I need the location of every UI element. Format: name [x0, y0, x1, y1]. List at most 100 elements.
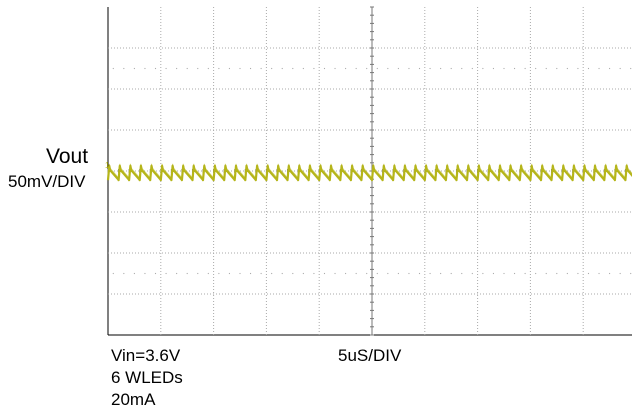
graticule-dot [440, 272, 442, 275]
graticule-dot [503, 67, 505, 70]
graticule-dot [186, 67, 188, 70]
graticule-dot [556, 67, 558, 70]
graticule-dot [228, 272, 231, 275]
graticule-dot [387, 272, 389, 275]
graticule-dot [535, 272, 537, 275]
graticule-dot [176, 67, 178, 70]
graticule-dot [471, 272, 473, 275]
vout-ripple-noise [107, 163, 632, 179]
graticule-dot [556, 272, 558, 275]
graticule-dot [133, 67, 135, 70]
graticule-dot [249, 272, 252, 275]
graticule-dot [218, 67, 220, 70]
graticule-dot [355, 67, 357, 70]
graticule-dot [545, 67, 547, 70]
graticule-dot [471, 67, 473, 70]
graticule-dot [429, 67, 431, 70]
graticule-dot [418, 272, 421, 275]
graticule-dot [239, 67, 241, 70]
graticule-dot [440, 67, 442, 70]
condition-current-label: 20mA [111, 390, 156, 409]
condition-leds-label: 6 WLEDs [111, 368, 183, 387]
graticule-dot [587, 67, 590, 70]
graticule-dot [260, 272, 262, 275]
graticule-dot [249, 67, 252, 70]
graticule-dot [492, 67, 495, 70]
graticule-dot [218, 272, 220, 275]
graticule-dot [366, 67, 368, 70]
graticule-dot [566, 67, 568, 70]
graticule-dot [619, 272, 621, 275]
graticule-dot [450, 67, 452, 70]
graticule-dot [461, 67, 463, 70]
graticule-dot [482, 272, 484, 275]
graticule-dot [545, 272, 547, 275]
graticule-dot [197, 67, 199, 70]
graticule-dot [112, 272, 114, 275]
graticule-dot [133, 272, 135, 275]
graticule-dot [197, 272, 199, 275]
graticule-dot [366, 272, 368, 275]
graticule-dot [609, 272, 611, 275]
graticule-dot [302, 272, 304, 275]
graticule-dot [566, 272, 568, 275]
graticule-dot [313, 67, 315, 70]
graticule-dot [292, 272, 294, 275]
graticule-dot [313, 272, 315, 275]
graticule-dot [577, 67, 579, 70]
graticule-dot [207, 272, 209, 275]
graticule-dot [176, 272, 178, 275]
channel-scale-label: 50mV/DIV [8, 172, 86, 191]
graticule-dot [598, 272, 600, 275]
graticule-dot [524, 272, 526, 275]
graticule-dot [429, 272, 431, 275]
graticule-dot [165, 272, 167, 275]
graticule-dot [323, 272, 326, 275]
graticule-dot [619, 67, 621, 70]
graticule-dot [154, 272, 157, 275]
graticule-dot [345, 272, 347, 275]
graticule-dot [165, 67, 167, 70]
graticule-dot [207, 67, 209, 70]
vout-trace [106, 163, 632, 182]
graticule-dot [461, 272, 463, 275]
graticule-dot [123, 67, 125, 70]
graticule-dot [355, 272, 357, 275]
graticule-dot [513, 272, 516, 275]
graticule-dot [513, 67, 516, 70]
graticule-dot [323, 67, 326, 70]
graticule-dot [292, 67, 294, 70]
graticule-dot [524, 67, 526, 70]
graticule-dot [408, 272, 410, 275]
graticule-dot [271, 67, 273, 70]
graticule-dot [271, 272, 273, 275]
graticule-dot [260, 67, 262, 70]
graticule-dot [408, 67, 410, 70]
graticule-dot [334, 272, 336, 275]
graticule-dot [345, 67, 347, 70]
graticule-dot [587, 272, 590, 275]
graticule-dot [535, 67, 537, 70]
graticule-dot [228, 67, 231, 70]
graticule-dot [630, 67, 632, 70]
condition-vin-label: Vin=3.6V [111, 346, 181, 365]
graticule-dot [112, 67, 114, 70]
graticule-dot [281, 272, 283, 275]
graticule-dot [281, 67, 283, 70]
channel-1-marker: 1 [105, 161, 110, 170]
graticule-dot [492, 272, 495, 275]
timebase-label: 5uS/DIV [338, 346, 402, 365]
graticule-dot [450, 272, 452, 275]
graticule-dot [239, 272, 241, 275]
graticule-dot [577, 272, 579, 275]
graticule-dot [598, 67, 600, 70]
graticule-dot [186, 272, 188, 275]
channel-name-label: Vout [46, 145, 89, 168]
graticule-dot [334, 67, 336, 70]
graticule-dot [302, 67, 304, 70]
graticule-dot [397, 272, 399, 275]
graticule-dot [144, 272, 146, 275]
graticule-dot [376, 67, 378, 70]
graticule-dot [387, 67, 389, 70]
